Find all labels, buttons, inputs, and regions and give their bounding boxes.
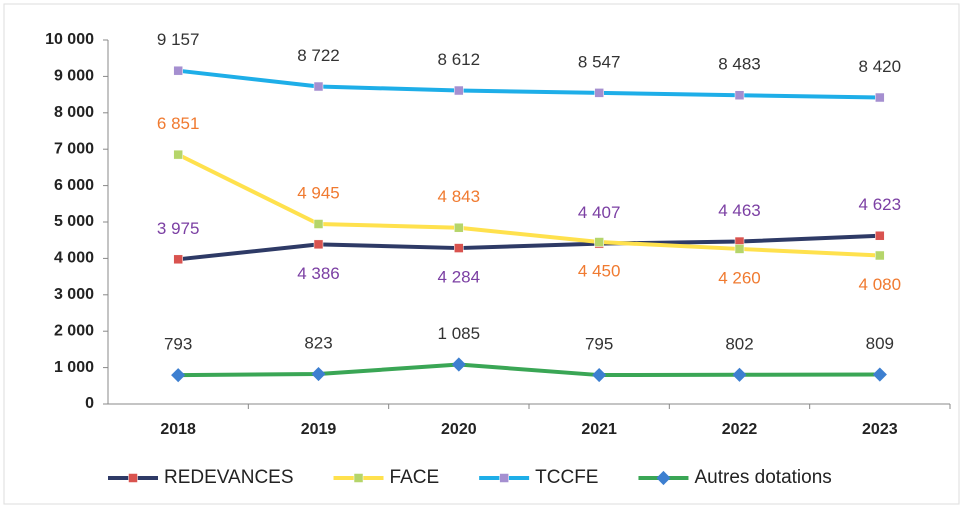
y-tick-label: 3 000 xyxy=(54,286,94,303)
data-label: 8 483 xyxy=(718,55,761,74)
data-label: 4 386 xyxy=(297,264,340,283)
y-tick-label: 10 000 xyxy=(45,31,94,48)
marker xyxy=(128,473,138,483)
marker xyxy=(454,243,464,253)
x-tick-label: 2018 xyxy=(160,421,196,438)
data-label: 823 xyxy=(304,334,332,353)
y-tick-label: 9 000 xyxy=(54,68,94,85)
y-tick-label: 8 000 xyxy=(54,104,94,121)
data-label: 793 xyxy=(164,335,192,354)
data-label: 6 851 xyxy=(157,114,200,133)
data-label: 4 450 xyxy=(578,262,621,281)
y-tick-label: 0 xyxy=(85,395,94,412)
marker xyxy=(875,250,885,261)
marker xyxy=(875,92,885,103)
marker xyxy=(454,222,464,233)
marker xyxy=(592,367,607,383)
data-label: 4 260 xyxy=(718,268,761,287)
marker xyxy=(311,366,326,382)
x-tick-label: 2021 xyxy=(581,421,617,438)
data-label: 8 722 xyxy=(297,46,340,65)
data-label: 4 463 xyxy=(718,201,761,220)
marker xyxy=(313,219,324,229)
marker xyxy=(313,81,324,92)
marker xyxy=(594,237,604,247)
data-label: 4 407 xyxy=(578,203,621,222)
data-label: 802 xyxy=(725,334,753,353)
marker xyxy=(173,65,183,76)
data-label: 8 420 xyxy=(859,57,902,76)
y-tick-label: 7 000 xyxy=(54,140,94,157)
marker xyxy=(734,90,745,100)
data-label: 3 975 xyxy=(157,219,200,238)
legend-label: TCCFE xyxy=(535,467,598,488)
data-label: 8 547 xyxy=(578,52,621,71)
marker xyxy=(732,367,747,382)
marker xyxy=(499,473,509,483)
marker xyxy=(454,85,464,96)
data-label: 4 623 xyxy=(859,195,902,214)
data-label: 1 085 xyxy=(438,324,481,343)
marker xyxy=(171,368,186,383)
series-line xyxy=(177,233,880,262)
data-label: 4 843 xyxy=(438,187,481,206)
chart-frame xyxy=(3,3,960,505)
y-tick-label: 5 000 xyxy=(54,213,94,230)
data-label: 4 284 xyxy=(438,268,481,287)
legend-label: REDEVANCES xyxy=(164,467,294,488)
data-label: 4 945 xyxy=(297,183,340,202)
x-tick-label: 2020 xyxy=(441,421,477,438)
y-tick-label: 2 000 xyxy=(54,322,94,339)
marker xyxy=(872,367,887,382)
x-tick-label: 2023 xyxy=(862,421,898,438)
y-tick-label: 4 000 xyxy=(54,250,94,267)
data-label: 9 157 xyxy=(157,30,200,49)
y-tick-label: 6 000 xyxy=(54,177,94,194)
marker xyxy=(173,149,183,160)
marker xyxy=(656,470,671,486)
data-label: 809 xyxy=(866,334,894,353)
series-line xyxy=(177,152,880,258)
series-line xyxy=(177,68,880,100)
data-label: 8 612 xyxy=(438,50,481,69)
marker xyxy=(173,254,183,265)
marker xyxy=(451,357,466,372)
marker xyxy=(875,230,885,241)
marker xyxy=(594,88,604,98)
x-tick-label: 2019 xyxy=(301,421,337,438)
marker xyxy=(313,239,324,250)
data-label: 795 xyxy=(585,335,613,354)
y-tick-label: 1 000 xyxy=(54,359,94,376)
marker xyxy=(353,473,364,483)
data-label: 4 080 xyxy=(859,275,902,294)
legend-label: FACE xyxy=(390,467,440,488)
series-line xyxy=(178,362,880,378)
legend-label: Autres dotations xyxy=(694,467,831,488)
marker xyxy=(734,244,745,254)
x-tick-label: 2022 xyxy=(722,421,758,438)
